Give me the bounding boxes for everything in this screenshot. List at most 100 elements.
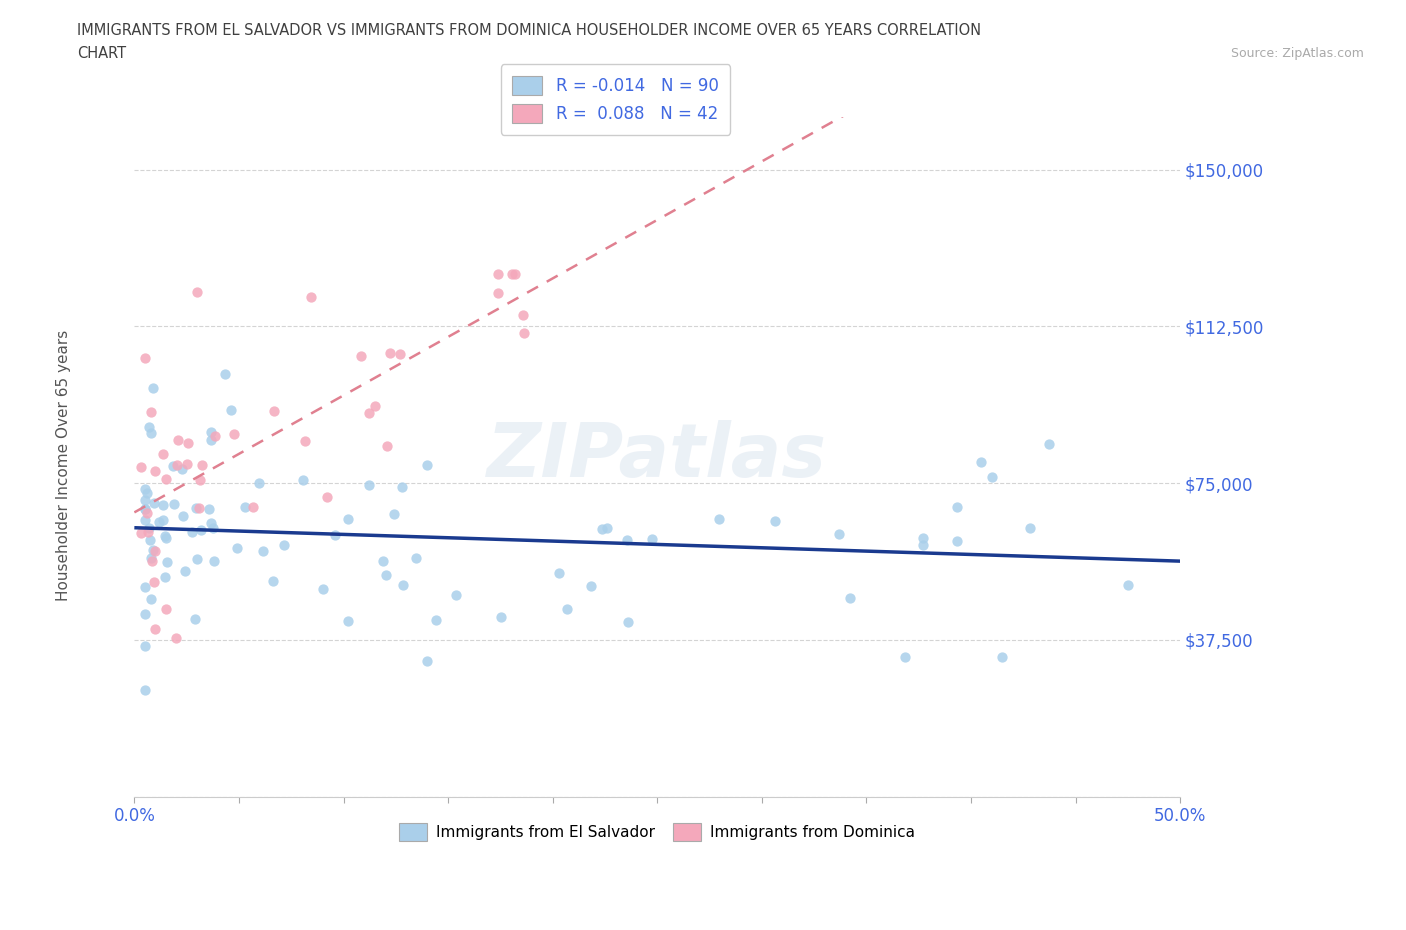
Point — [152, 512, 174, 527]
Point — [513, 326, 536, 340]
Point — [219, 403, 242, 418]
Point — [336, 614, 359, 629]
Point — [391, 578, 413, 592]
Point — [1116, 578, 1139, 592]
Point — [136, 525, 159, 539]
Text: Source: ZipAtlas.com: Source: ZipAtlas.com — [1230, 46, 1364, 60]
Point — [617, 615, 640, 630]
Point — [555, 602, 578, 617]
Point — [247, 475, 270, 490]
Point — [273, 538, 295, 552]
Point — [139, 533, 162, 548]
Point — [375, 568, 398, 583]
Point — [323, 527, 346, 542]
Point — [1018, 521, 1040, 536]
Point — [142, 543, 165, 558]
Point — [389, 347, 412, 362]
Point — [894, 649, 917, 664]
Point — [416, 654, 439, 669]
Point — [512, 308, 534, 323]
Point — [548, 566, 571, 581]
Point — [166, 458, 188, 472]
Text: ZIPatlas: ZIPatlas — [488, 420, 827, 494]
Point — [336, 512, 359, 526]
Point — [139, 405, 162, 419]
Point — [294, 433, 316, 448]
Point — [138, 420, 160, 435]
Point — [486, 267, 509, 282]
Point — [382, 506, 405, 521]
Point — [134, 580, 156, 595]
Point — [138, 520, 160, 535]
Point — [204, 429, 226, 444]
Point — [763, 513, 786, 528]
Point — [143, 622, 166, 637]
Point — [707, 512, 730, 526]
Point — [202, 554, 225, 569]
Point — [503, 267, 526, 282]
Point — [180, 525, 202, 539]
Point — [1038, 437, 1060, 452]
Point — [155, 472, 177, 486]
Point — [380, 345, 402, 360]
Point — [152, 446, 174, 461]
Point — [184, 612, 207, 627]
Text: Householder Income Over 65 years: Householder Income Over 65 years — [56, 329, 70, 601]
Point — [579, 578, 602, 593]
Point — [252, 543, 274, 558]
Point — [828, 527, 851, 542]
Point — [350, 349, 373, 364]
Point — [226, 540, 249, 555]
Text: IMMIGRANTS FROM EL SALVADOR VS IMMIGRANTS FROM DOMINICA HOUSEHOLDER INCOME OVER : IMMIGRANTS FROM EL SALVADOR VS IMMIGRANT… — [77, 23, 981, 38]
Point — [444, 588, 467, 603]
Point — [299, 289, 322, 304]
Point — [129, 459, 152, 474]
Point — [188, 500, 211, 515]
Point — [595, 521, 617, 536]
Point — [641, 532, 664, 547]
Point — [135, 506, 157, 521]
Point — [591, 522, 613, 537]
Point — [357, 477, 380, 492]
Point — [165, 631, 187, 645]
Point — [143, 496, 166, 511]
Point — [188, 473, 211, 488]
Point — [134, 606, 156, 621]
Point — [170, 462, 193, 477]
Point — [190, 523, 212, 538]
Point — [946, 499, 969, 514]
Point — [486, 286, 509, 300]
Point — [201, 520, 224, 535]
Point — [134, 351, 156, 365]
Legend: Immigrants from El Salvador, Immigrants from Dominica: Immigrants from El Salvador, Immigrants … — [394, 817, 921, 847]
Point — [200, 515, 222, 530]
Point — [148, 514, 170, 529]
Point — [198, 502, 221, 517]
Point — [312, 582, 335, 597]
Point — [172, 509, 194, 524]
Point — [141, 553, 163, 568]
Point — [233, 499, 256, 514]
Point — [143, 463, 166, 478]
Point — [912, 531, 935, 546]
Point — [156, 554, 179, 569]
Point — [262, 573, 284, 588]
Point — [391, 479, 413, 494]
Point — [222, 426, 245, 441]
Point — [152, 498, 174, 513]
Point — [129, 525, 152, 540]
Text: CHART: CHART — [77, 46, 127, 61]
Point — [186, 551, 208, 566]
Point — [153, 569, 176, 584]
Point — [155, 601, 177, 616]
Point — [167, 432, 190, 447]
Point — [415, 458, 437, 472]
Point — [616, 533, 638, 548]
Point — [142, 381, 165, 396]
Point — [359, 405, 381, 420]
Point — [316, 489, 339, 504]
Point — [153, 529, 176, 544]
Point — [200, 424, 222, 439]
Point — [186, 285, 208, 299]
Point — [174, 564, 197, 578]
